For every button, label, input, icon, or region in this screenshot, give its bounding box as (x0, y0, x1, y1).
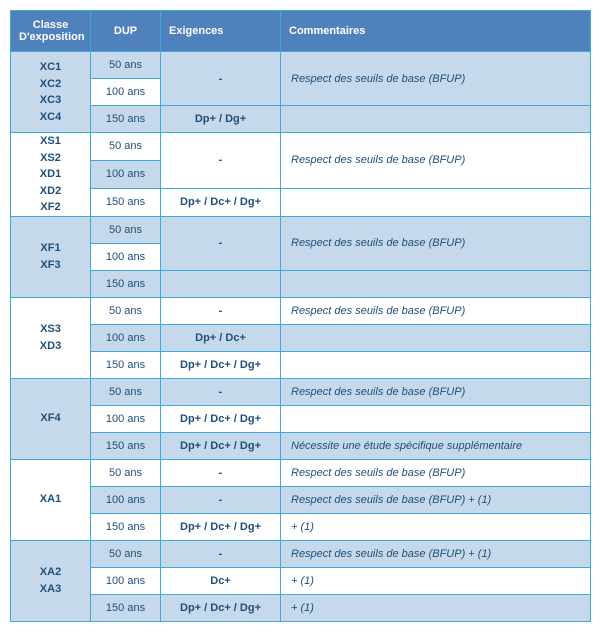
cell-exigences: - (161, 297, 281, 324)
cell-commentaires (281, 270, 591, 297)
header-dup: DUP (91, 11, 161, 52)
table-row: 100 ansDp+ / Dc+ (11, 324, 591, 351)
cell-dup: 50 ans (91, 540, 161, 567)
cell-dup: 100 ans (91, 486, 161, 513)
cell-commentaires (281, 188, 591, 216)
cell-exigences: - (161, 378, 281, 405)
cell-dup: 50 ans (91, 378, 161, 405)
table-row: 150 ansDp+ / Dc+ / Dg+Nécessite une étud… (11, 432, 591, 459)
cell-dup: 100 ans (91, 243, 161, 270)
cell-exigences: Dp+ / Dc+ / Dg+ (161, 351, 281, 378)
cell-classe: XS3XD3 (11, 297, 91, 378)
cell-dup: 150 ans (91, 594, 161, 621)
cell-commentaires (281, 351, 591, 378)
table-row: 100 ansDc++ (1) (11, 567, 591, 594)
table-row: XS3XD350 ans-Respect des seuils de base … (11, 297, 591, 324)
cell-dup: 100 ans (91, 324, 161, 351)
cell-classe: XF1XF3 (11, 216, 91, 297)
cell-commentaires: Respect des seuils de base (BFUP) (281, 52, 591, 106)
cell-dup: 150 ans (91, 432, 161, 459)
table-row: XF450 ans-Respect des seuils de base (BF… (11, 378, 591, 405)
cell-exigences: - (161, 540, 281, 567)
table-row: 150 ansDp+ / Dc+ / Dg++ (1) (11, 513, 591, 540)
table-row: XC1XC2XC3XC450 ans-Respect des seuils de… (11, 52, 591, 79)
cell-exigences: Dp+ / Dc+ / Dg+ (161, 513, 281, 540)
cell-dup: 50 ans (91, 52, 161, 79)
cell-exigences: Dp+ / Dg+ (161, 106, 281, 133)
cell-exigences: - (161, 133, 281, 189)
cell-classe: XF4 (11, 378, 91, 459)
cell-dup: 150 ans (91, 270, 161, 297)
cell-dup: 150 ans (91, 188, 161, 216)
table-row: XA150 ans-Respect des seuils de base (BF… (11, 459, 591, 486)
table-row: 150 ans (11, 270, 591, 297)
cell-dup: 100 ans (91, 160, 161, 188)
header-classe: ClasseD'exposition (11, 11, 91, 52)
table-row: XF1XF350 ans-Respect des seuils de base … (11, 216, 591, 243)
cell-dup: 50 ans (91, 216, 161, 243)
cell-exigences: Dp+ / Dc+ / Dg+ (161, 594, 281, 621)
cell-commentaires: Respect des seuils de base (BFUP) (281, 216, 591, 270)
cell-commentaires (281, 405, 591, 432)
cell-commentaires: Respect des seuils de base (BFUP) + (1) (281, 540, 591, 567)
table-row: 100 ans-Respect des seuils de base (BFUP… (11, 486, 591, 513)
cell-commentaires: Respect des seuils de base (BFUP) (281, 133, 591, 189)
header-commentaires: Commentaires (281, 11, 591, 52)
cell-commentaires: Respect des seuils de base (BFUP) (281, 297, 591, 324)
cell-exigences: - (161, 216, 281, 270)
table-row: 150 ansDp+ / Dc+ / Dg+ (11, 188, 591, 216)
cell-dup: 100 ans (91, 405, 161, 432)
table-row: 100 ansDp+ / Dc+ / Dg+ (11, 405, 591, 432)
cell-dup: 100 ans (91, 567, 161, 594)
table-row: XA2XA350 ans-Respect des seuils de base … (11, 540, 591, 567)
cell-commentaires: + (1) (281, 567, 591, 594)
cell-exigences: Dp+ / Dc+ / Dg+ (161, 405, 281, 432)
cell-commentaires (281, 106, 591, 133)
cell-exigences (161, 270, 281, 297)
cell-classe: XS1XS2XD1XD2XF2 (11, 133, 91, 217)
cell-commentaires: + (1) (281, 513, 591, 540)
cell-classe: XC1XC2XC3XC4 (11, 52, 91, 133)
cell-dup: 50 ans (91, 133, 161, 161)
cell-exigences: - (161, 459, 281, 486)
cell-commentaires: + (1) (281, 594, 591, 621)
cell-exigences: Dp+ / Dc+ / Dg+ (161, 432, 281, 459)
table-row: 150 ansDp+ / Dc+ / Dg+ (11, 351, 591, 378)
exposure-classes-table: ClasseD'exposition DUP Exigences Comment… (10, 10, 591, 622)
cell-dup: 150 ans (91, 351, 161, 378)
cell-classe: XA1 (11, 459, 91, 540)
table-row: XS1XS2XD1XD2XF250 ans-Respect des seuils… (11, 133, 591, 161)
cell-dup: 50 ans (91, 297, 161, 324)
header-exigences: Exigences (161, 11, 281, 52)
cell-commentaires: Respect des seuils de base (BFUP) + (1) (281, 486, 591, 513)
table-row: 150 ansDp+ / Dg+ (11, 106, 591, 133)
table-header-row: ClasseD'exposition DUP Exigences Comment… (11, 11, 591, 52)
cell-exigences: Dp+ / Dc+ / Dg+ (161, 188, 281, 216)
cell-exigences: - (161, 486, 281, 513)
cell-exigences: Dc+ (161, 567, 281, 594)
cell-dup: 50 ans (91, 459, 161, 486)
cell-exigences: Dp+ / Dc+ (161, 324, 281, 351)
cell-commentaires: Nécessite une étude spécifique supplémen… (281, 432, 591, 459)
cell-dup: 150 ans (91, 106, 161, 133)
table-row: 150 ansDp+ / Dc+ / Dg++ (1) (11, 594, 591, 621)
cell-classe: XA2XA3 (11, 540, 91, 621)
cell-dup: 150 ans (91, 513, 161, 540)
cell-commentaires (281, 324, 591, 351)
cell-commentaires: Respect des seuils de base (BFUP) (281, 378, 591, 405)
cell-exigences: - (161, 52, 281, 106)
cell-dup: 100 ans (91, 79, 161, 106)
cell-commentaires: Respect des seuils de base (BFUP) (281, 459, 591, 486)
